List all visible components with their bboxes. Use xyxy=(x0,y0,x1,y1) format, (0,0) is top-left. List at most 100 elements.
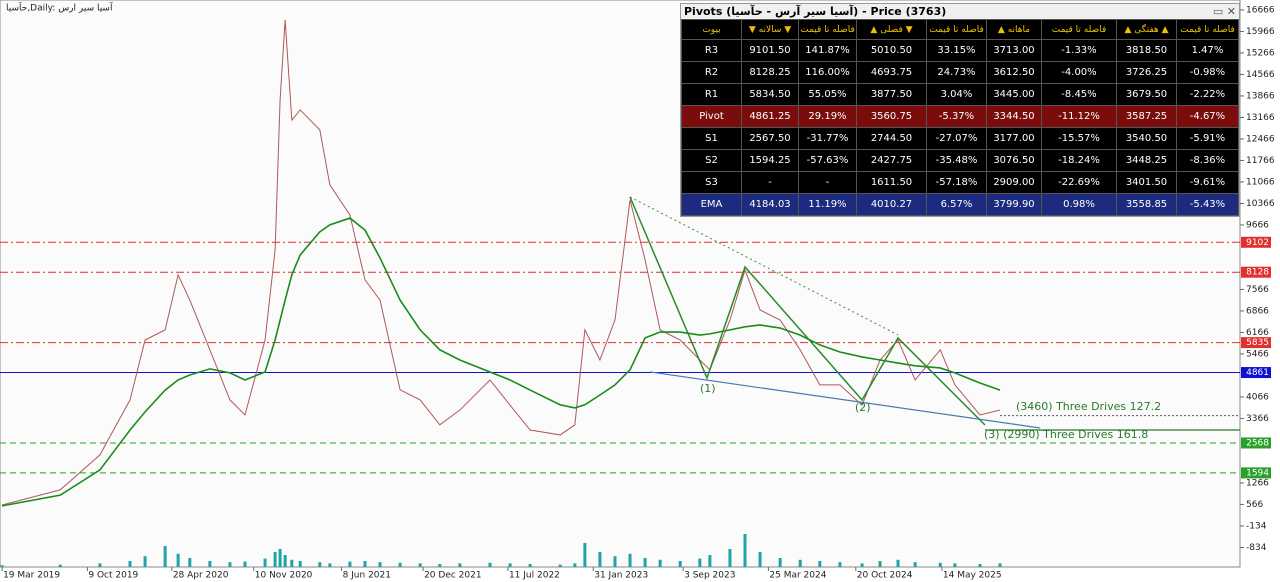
volume-bar xyxy=(418,563,422,567)
y-tick-label: 1266 xyxy=(1246,478,1269,488)
volume-bar xyxy=(243,561,247,567)
table-cell: 4010.27 xyxy=(856,193,927,216)
table-cell: 3540.50 xyxy=(1116,127,1177,150)
table-row: R2 8128.25 116.00% 4693.75 24.73% 3612.50 -4.0… xyxy=(681,61,1239,84)
table-cell: - xyxy=(798,171,857,194)
level-label: 9102 xyxy=(1246,238,1269,248)
volume-bar xyxy=(728,549,732,567)
table-cell: 5834.50 xyxy=(741,83,799,106)
volume-bar xyxy=(698,558,702,567)
volume-bar xyxy=(838,562,842,567)
table-row: Pivot 4861.25 29.19% 3560.75 -5.37% 3344.50 -1… xyxy=(681,105,1239,128)
table-title: Pivots (آسیا سیر آرس - حآسیا) - Price (3… xyxy=(684,5,947,18)
header-row: بیوت ▼ سالانه ▼ فاصله تا قیمت ▲ فصلی ▼ فاصله… xyxy=(681,19,1239,40)
table-cell: 116.00% xyxy=(798,61,857,84)
table-row: R3 9101.50 141.87% 5010.50 33.15% 3713.00 -1.3… xyxy=(681,39,1239,62)
table-cell: R1 xyxy=(681,83,742,106)
header-cell: فاصله تا قیمت xyxy=(798,19,857,40)
volume-bar xyxy=(896,559,900,567)
y-tick-label: 5466 xyxy=(1246,349,1269,359)
window-buttons[interactable]: ▭ ✕ xyxy=(1212,5,1236,18)
table-cell: 24.73% xyxy=(926,61,987,84)
table-cell: 2909.00 xyxy=(986,171,1042,194)
level-label-bg xyxy=(1241,367,1271,379)
y-tick-label: 3366 xyxy=(1246,414,1269,424)
table-title-bar: Pivots (آسیا سیر آرس - حآسیا) - Price (3… xyxy=(681,4,1239,19)
volume-bar xyxy=(708,555,712,567)
volume-bar xyxy=(488,562,492,567)
x-tick-label: 11 Jul 2022 xyxy=(509,571,560,581)
drawing-line xyxy=(650,371,1041,429)
volume-bar xyxy=(878,561,882,567)
table-cell: -4.00% xyxy=(1041,61,1117,84)
table-cell: 1611.50 xyxy=(856,171,927,194)
table-cell: -9.61% xyxy=(1176,171,1239,194)
table-cell: 3713.00 xyxy=(986,39,1042,62)
table-cell: -1.33% xyxy=(1041,39,1117,62)
table-cell: - xyxy=(741,171,799,194)
volume-bar xyxy=(953,563,957,567)
volume-bar xyxy=(98,563,102,567)
x-tick-label: 10 Nov 2020 xyxy=(255,571,313,581)
volume-bar xyxy=(273,552,277,567)
drawing-line xyxy=(629,196,986,426)
volume-bar xyxy=(628,553,632,567)
volume-bar xyxy=(398,562,402,567)
table-cell: 2567.50 xyxy=(741,127,799,150)
table-cell: 5010.50 xyxy=(856,39,927,62)
table-cell: -27.07% xyxy=(926,127,987,150)
table-cell: 4693.75 xyxy=(856,61,927,84)
volume-bar xyxy=(613,556,617,567)
table: بیوت ▼ سالانه ▼ فاصله تا قیمت ▲ فصلی ▼ فاصله… xyxy=(681,19,1239,216)
x-tick-label: 20 Oct 2024 xyxy=(857,571,913,581)
y-tick-label: 7566 xyxy=(1246,285,1269,295)
table-row: S1 2567.50 -31.77% 2744.50 -27.07% 3177.00 -15… xyxy=(681,127,1239,150)
table-cell: 3076.50 xyxy=(986,149,1042,172)
volume-bar xyxy=(573,563,577,567)
volume-bar xyxy=(58,564,62,567)
volume-bar xyxy=(283,555,287,567)
volume-bar xyxy=(938,562,942,567)
volume-bar xyxy=(378,562,382,567)
annotation: (3460) Three Drives 127.2 xyxy=(1016,400,1161,413)
volume-bar xyxy=(798,559,802,567)
table-row: S2 1594.25 -57.63% 2427.75 -35.48% 3076.50 -18… xyxy=(681,149,1239,172)
table-cell: -8.36% xyxy=(1176,149,1239,172)
table-cell: -22.69% xyxy=(1041,171,1117,194)
volume-bar xyxy=(176,553,180,567)
x-tick-label: 19 Mar 2019 xyxy=(3,571,60,581)
volume-bar xyxy=(758,552,762,567)
volume-bar xyxy=(643,558,647,567)
level-label-bg xyxy=(1241,236,1271,248)
volume-bar xyxy=(228,562,232,567)
level-label: 2568 xyxy=(1246,438,1269,448)
volume-bar xyxy=(143,556,147,567)
table-cell: 3612.50 xyxy=(986,61,1042,84)
x-tick-label: 8 Jun 2021 xyxy=(343,571,391,581)
table-cell: -2.22% xyxy=(1176,83,1239,106)
table-cell: S1 xyxy=(681,127,742,150)
header-cell: ▲ ماهانه xyxy=(986,19,1042,40)
table-cell: S3 xyxy=(681,171,742,194)
volume-bar xyxy=(438,564,442,567)
volume-bar xyxy=(298,561,302,567)
volume-bar xyxy=(348,561,352,567)
x-tick-label: 3 Sep 2023 xyxy=(684,571,735,581)
table-cell: Pivot xyxy=(681,105,742,128)
volume-bar xyxy=(778,558,782,567)
table-row: S3- -1611.50 -57.18% 2909.00 -22.69% 3401.50-… xyxy=(681,171,1239,194)
table-cell: 3401.50 xyxy=(1116,171,1177,194)
volume-bar xyxy=(678,561,682,567)
table-cell: R2 xyxy=(681,61,742,84)
table-cell: 4861.25 xyxy=(741,105,799,128)
x-tick-label: 9 Oct 2019 xyxy=(88,571,138,581)
volume-bar xyxy=(818,561,822,567)
volume-bar xyxy=(528,564,532,567)
table-cell: -5.37% xyxy=(926,105,987,128)
volume-bar xyxy=(363,561,367,567)
x-tick-label: 28 Apr 2020 xyxy=(173,571,229,581)
y-tick-label: -134 xyxy=(1246,521,1267,531)
series-line xyxy=(1,19,1001,506)
y-tick-label: 4066 xyxy=(1246,392,1269,402)
